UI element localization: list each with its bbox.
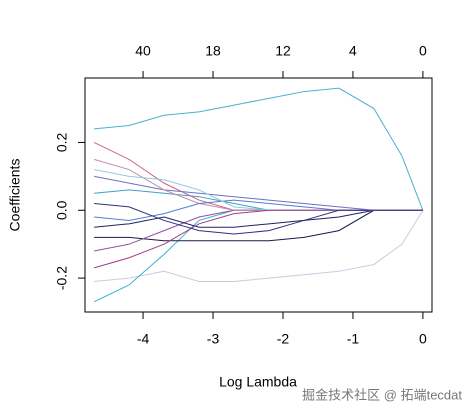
x-tick-label: 0 — [419, 331, 427, 347]
x-tick-label: -3 — [207, 331, 220, 347]
coefficient-path — [93, 175, 423, 211]
top-tick-label: 18 — [205, 43, 221, 59]
y-tick-label: -0.2 — [54, 266, 70, 290]
x-tick-label: -1 — [347, 331, 360, 347]
top-tick-label: 12 — [275, 43, 291, 59]
x-axis-label: Log Lambda — [219, 374, 297, 390]
coefficient-path — [94, 202, 423, 235]
coefficient-path — [94, 189, 423, 211]
coefficient-path — [93, 209, 423, 303]
plot-frame — [84, 77, 433, 313]
top-tick-label: 40 — [135, 43, 151, 59]
top-tick-label: 0 — [419, 43, 427, 59]
coefficient-path — [93, 141, 423, 211]
y-tick-label: 0.0 — [54, 200, 70, 220]
y-axis-label: Coefficients — [7, 159, 23, 232]
x-tick-label: -4 — [137, 331, 150, 347]
coefficient-path — [93, 209, 423, 252]
coefficient-path — [94, 87, 424, 211]
y-tick-label: 0.2 — [54, 132, 70, 152]
x-tick-label: -2 — [277, 331, 290, 347]
top-tick-label: 4 — [349, 43, 357, 59]
coefficient-path — [94, 209, 424, 282]
coefficient-path — [94, 209, 423, 242]
watermark: 掘金技术社区 @ 拓端tecdat — [302, 387, 462, 402]
coefficient-path — [93, 169, 423, 211]
